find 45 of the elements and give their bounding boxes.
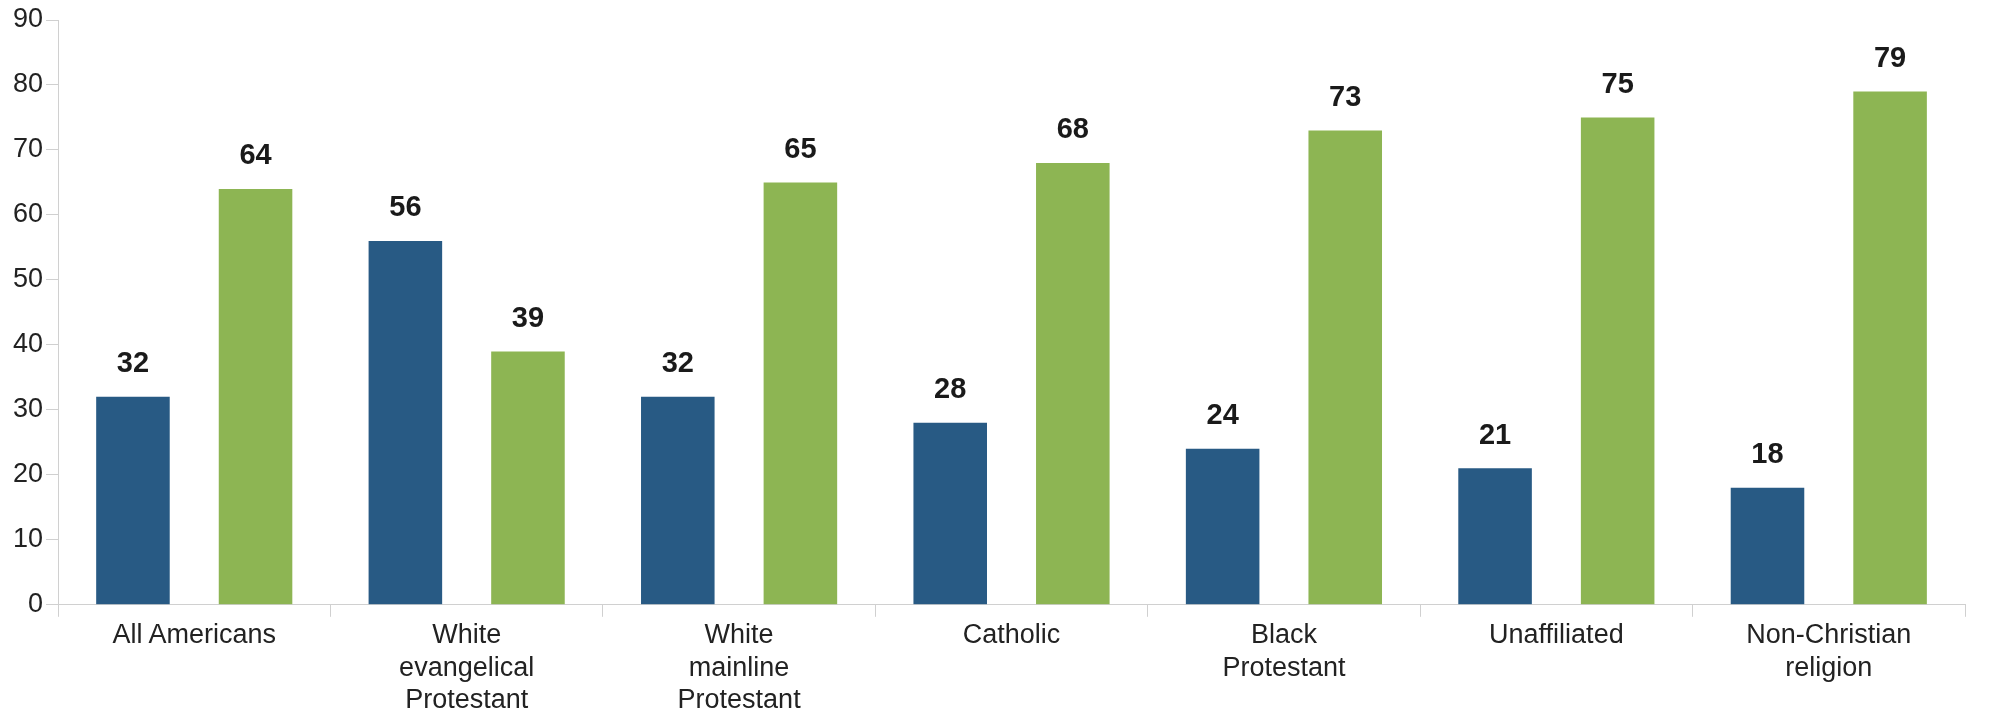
y-tick-label: 20 xyxy=(12,458,44,489)
y-tick-label: 90 xyxy=(12,3,44,34)
data-label: 64 xyxy=(239,138,272,171)
bar xyxy=(1308,130,1383,605)
y-tick-label: 30 xyxy=(12,393,44,424)
y-tick-label: 10 xyxy=(12,523,44,554)
data-label: 18 xyxy=(1751,437,1784,470)
x-tick-label: All Americans xyxy=(112,619,277,650)
bar xyxy=(1185,448,1260,605)
y-tick-label: 0 xyxy=(28,588,44,619)
data-label: 32 xyxy=(116,346,150,379)
bar xyxy=(1730,487,1805,605)
y-tick-label: 60 xyxy=(12,198,44,229)
data-label: 68 xyxy=(1056,112,1089,145)
x-tick-label: White mainline Protestant xyxy=(677,619,802,715)
bar xyxy=(1580,117,1655,605)
bar xyxy=(763,182,838,605)
bar xyxy=(218,188,293,605)
bar xyxy=(1458,468,1532,605)
bar xyxy=(913,422,987,605)
data-label: 73 xyxy=(1329,79,1362,112)
bar xyxy=(1036,162,1110,605)
bar xyxy=(491,351,565,605)
x-tick-label: White evangelical Protestant xyxy=(399,619,535,715)
data-label: 32 xyxy=(661,346,694,379)
bar xyxy=(641,396,715,605)
data-label: 65 xyxy=(784,131,817,164)
bar xyxy=(96,396,170,605)
data-label: 79 xyxy=(1873,40,1907,73)
data-label: 21 xyxy=(1478,417,1512,450)
x-tick-label: Catholic xyxy=(962,619,1061,650)
y-tick-label: 70 xyxy=(12,133,44,164)
y-tick-label: 40 xyxy=(12,328,44,359)
data-label: 56 xyxy=(389,190,422,223)
bar xyxy=(368,240,443,605)
y-tick-label: 80 xyxy=(12,68,44,99)
x-tick-label: Non-Christian religion xyxy=(1746,619,1912,682)
data-label: 75 xyxy=(1601,66,1634,99)
x-tick-label: Black Protestant xyxy=(1222,619,1346,682)
data-label: 39 xyxy=(511,300,545,333)
data-label: 28 xyxy=(934,372,967,405)
bar xyxy=(1853,91,1927,605)
x-tick-label: Unaffiliated xyxy=(1489,619,1624,650)
data-label: 24 xyxy=(1206,398,1239,431)
y-tick-label: 50 xyxy=(12,263,44,294)
